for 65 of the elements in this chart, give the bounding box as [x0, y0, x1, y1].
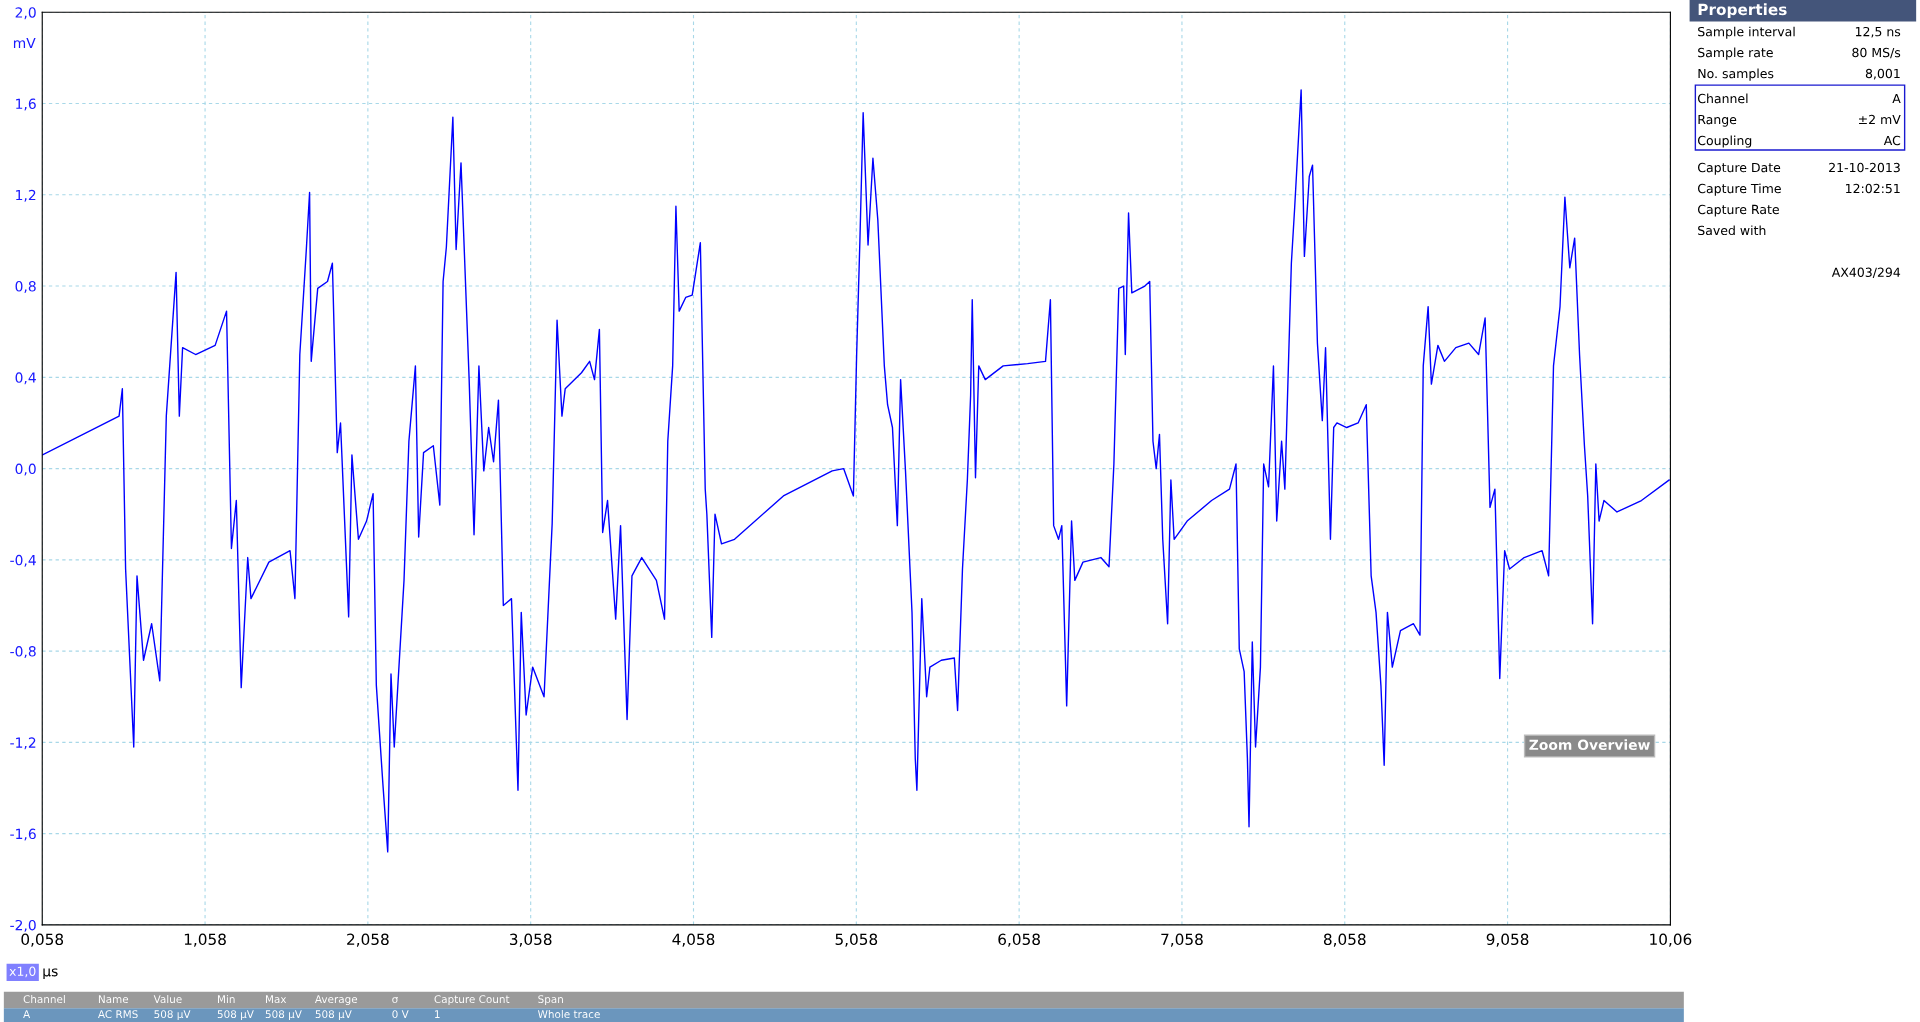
text: Sample interval	[1698, 26, 1795, 39]
text: ±2 mV	[1859, 114, 1901, 125]
y-tick-label: -2,0	[10, 919, 36, 932]
y-tick-label: 1,2	[16, 189, 36, 202]
text: AC	[1883, 135, 1901, 146]
x-tick-label: 5,058	[835, 933, 878, 947]
text: 0 V	[392, 1010, 409, 1019]
text: Value	[153, 994, 182, 1004]
y-tick-label: 0,0	[15, 463, 36, 476]
text: Saved with	[1698, 225, 1766, 236]
text: Span	[538, 995, 563, 1006]
text: Whole trace	[537, 1010, 600, 1019]
y-tick-label: -0,8	[10, 646, 36, 659]
y-tick-label: -0,4	[10, 554, 36, 567]
text: Max	[265, 995, 287, 1004]
text: 508 µV	[265, 1010, 302, 1021]
text: 12:02:51	[1846, 183, 1900, 194]
y-axis-title: mV	[13, 37, 36, 49]
text: Coupling	[1697, 135, 1752, 148]
text: A	[23, 1010, 31, 1018]
text: 80 MS/s	[1852, 47, 1901, 59]
text: AC RMS	[98, 1010, 138, 1019]
x-tick-label: 4,058	[672, 933, 715, 947]
x-tick-label: 7,058	[1161, 933, 1203, 947]
y-tick-label: -1,6	[10, 828, 36, 841]
text: 12,5 ns	[1855, 26, 1901, 38]
text: Sample rate	[1698, 47, 1773, 60]
text: σ	[392, 997, 398, 1004]
text: Range	[1698, 114, 1737, 127]
x-tick-label: 0,058	[21, 933, 64, 947]
text: AX403/294	[1831, 267, 1901, 278]
x-tick-label: 6,058	[998, 933, 1040, 947]
text: 508 µV	[315, 1010, 352, 1021]
x-tick-label: 2,058	[347, 933, 389, 947]
text: A	[1892, 93, 1901, 104]
text: 8,001	[1865, 68, 1900, 80]
text: Min	[217, 994, 235, 1003]
y-tick-label: 0,4	[15, 372, 36, 385]
text: Name	[98, 995, 129, 1004]
annotation: Zoom Overview	[1529, 739, 1650, 751]
text: No. samples	[1698, 68, 1774, 81]
text: Average	[314, 995, 358, 1006]
text: Channel	[23, 994, 65, 1004]
x-tick-label: 9,058	[1486, 933, 1529, 947]
text: Capture Rate	[1697, 204, 1779, 217]
x-tick-label: 10,06	[1650, 933, 1692, 947]
text: 508 µV	[154, 1010, 191, 1021]
text: Properties	[1698, 3, 1787, 19]
y-tick-label: 0,8	[15, 281, 36, 293]
x-tick-label: 1,058	[184, 933, 226, 947]
text: Capture Time	[1697, 183, 1781, 196]
text: Channel	[1697, 93, 1748, 104]
text: 508 µV	[217, 1010, 254, 1021]
x-tick-label: 3,058	[509, 933, 552, 947]
text: Capture Count	[434, 995, 510, 1006]
x-tick-label: 8,058	[1323, 933, 1366, 947]
line-series	[42, 89, 1670, 853]
text: Capture Date	[1697, 162, 1781, 175]
text: x1,0	[9, 966, 36, 978]
y-tick-label: 2,0	[15, 7, 36, 20]
y-tick-label: 1,6	[16, 98, 36, 111]
text: 1	[435, 1010, 440, 1018]
x-axis-title: µs	[43, 968, 58, 980]
text: 21-10-2013	[1829, 162, 1900, 173]
y-tick-label: -1,2	[10, 737, 36, 750]
